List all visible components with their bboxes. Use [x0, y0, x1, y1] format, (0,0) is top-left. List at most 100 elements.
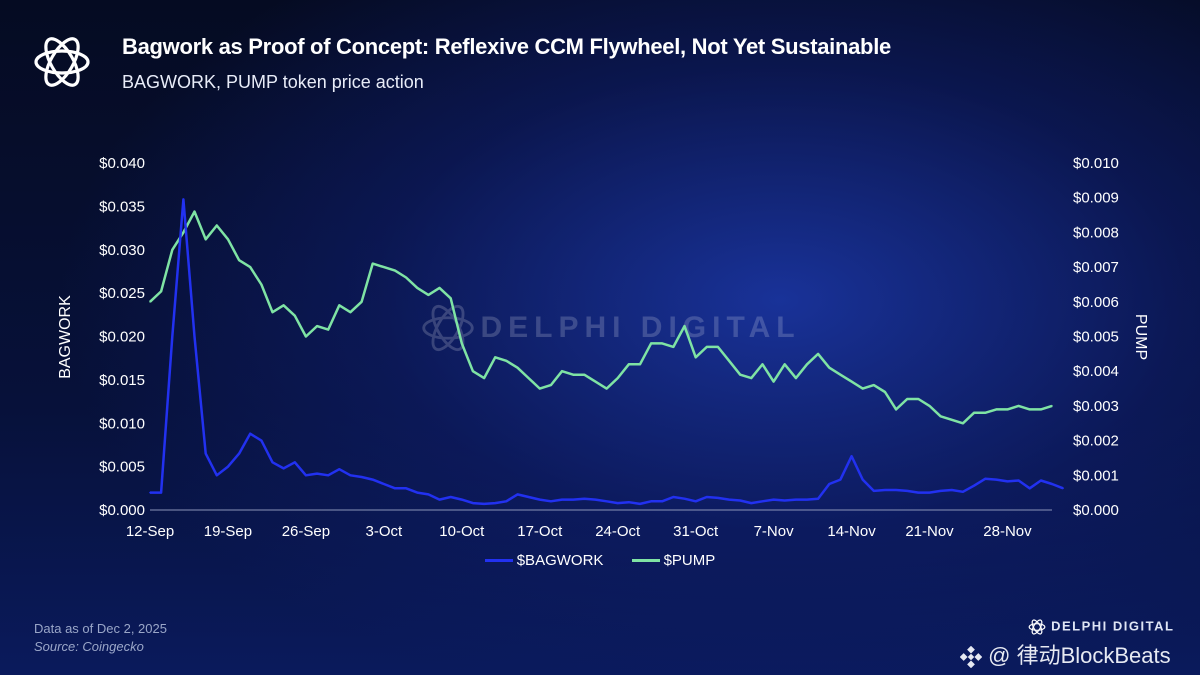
data-point-pump: [761, 363, 764, 366]
data-point-pump: [338, 304, 341, 307]
data-point-pump: [951, 419, 953, 421]
data-point-pump: [917, 398, 920, 400]
data-point-pump: [583, 373, 586, 376]
data-point-bagwork: [294, 461, 296, 464]
data-point-bagwork: [706, 496, 708, 498]
data-point-pump: [483, 377, 485, 379]
data-point-bagwork: [616, 502, 619, 504]
data-point-bagwork: [193, 335, 196, 338]
data-point-bagwork: [182, 198, 185, 201]
x-tick-label: 7-Nov: [754, 523, 795, 540]
data-point-bagwork: [561, 498, 563, 501]
data-point-bagwork: [271, 461, 274, 464]
data-point-pump: [227, 238, 229, 241]
data-point-pump: [282, 304, 285, 307]
data-point-bagwork: [817, 497, 819, 500]
data-point-pump: [316, 325, 318, 327]
data-point-bagwork: [850, 455, 853, 458]
legend-swatch-bagwork: [484, 559, 513, 563]
data-point-pump: [472, 370, 474, 373]
data-point-pump: [928, 405, 931, 407]
data-point-bagwork: [672, 496, 675, 498]
x-tick-label: 12-Sep: [126, 523, 174, 540]
data-point-pump: [973, 412, 975, 414]
y-right-axis: $0.000 $0.001 $0.002 $0.003 $0.004 $0.005 $0.0…: [1073, 155, 1119, 519]
legend-swatch-pump: [631, 559, 660, 563]
data-point-pump: [539, 387, 541, 390]
data-point-bagwork: [249, 432, 251, 435]
data-point-bagwork: [449, 496, 452, 498]
data-point-pump: [405, 276, 407, 279]
y-right-tick-label: $0.010: [1073, 155, 1119, 172]
data-point-bagwork: [327, 474, 330, 477]
data-point-pump: [327, 328, 330, 331]
data-point-pump: [371, 262, 374, 265]
x-tick-label: 3-Oct: [366, 523, 404, 540]
y-right-tick-label: $0.005: [1073, 329, 1119, 346]
data-point-pump: [962, 422, 964, 425]
data-point-bagwork: [516, 493, 519, 496]
y-left-tick-label: $0.025: [99, 285, 145, 302]
data-point-pump: [271, 311, 274, 314]
data-point-bagwork: [1017, 479, 1020, 482]
data-point-bagwork: [438, 498, 441, 501]
data-point-bagwork: [394, 487, 396, 490]
data-point-bagwork: [906, 490, 908, 492]
data-point-pump: [238, 259, 240, 262]
x-tick-label: 10-Oct: [439, 523, 485, 540]
data-point-bagwork: [728, 498, 730, 501]
data-point-bagwork: [227, 465, 229, 468]
data-point-bagwork: [895, 489, 897, 491]
binance-diamond-icon: [959, 645, 983, 669]
data-point-pump: [572, 373, 574, 376]
y-right-tick-label: $0.006: [1073, 294, 1119, 311]
data-point-bagwork: [171, 335, 174, 338]
data-point-pump: [505, 360, 508, 362]
data-point-pump: [839, 373, 842, 376]
data-point-pump: [1006, 408, 1009, 411]
data-point-pump: [360, 301, 363, 303]
data-point-pump: [1040, 408, 1042, 411]
brand-mark: DELPHI DIGITAL: [1028, 618, 1174, 636]
data-point-bagwork: [405, 487, 407, 490]
data-point-bagwork: [650, 500, 652, 503]
data-point-pump: [850, 380, 853, 383]
data-point-bagwork: [416, 491, 419, 494]
data-point-bagwork: [260, 439, 263, 442]
data-point-bagwork: [717, 497, 719, 499]
data-point-pump: [204, 238, 207, 241]
data-point-pump: [873, 384, 875, 386]
data-point-bagwork: [951, 489, 953, 491]
data-point-bagwork: [594, 498, 597, 501]
data-point-bagwork: [160, 491, 162, 494]
data-point-bagwork: [539, 498, 541, 501]
series-points: [149, 198, 1064, 505]
data-point-bagwork: [761, 500, 764, 503]
data-point-pump: [939, 415, 942, 418]
data-point-pump: [795, 377, 797, 379]
watermark-logo-icon: [422, 304, 474, 352]
data-point-pump: [1051, 405, 1053, 407]
data-point-pump: [1028, 408, 1031, 411]
data-point-bagwork: [204, 452, 207, 455]
data-point-pump: [783, 363, 786, 366]
y-right-tick-label: $0.004: [1073, 363, 1119, 380]
data-point-bagwork: [750, 502, 753, 504]
data-point-bagwork: [216, 474, 218, 477]
data-point-bagwork: [1040, 479, 1042, 482]
data-point-bagwork: [483, 503, 485, 505]
data-point-pump: [383, 266, 385, 268]
y-right-tick-label: $0.007: [1073, 259, 1119, 276]
chart-subtitle: BAGWORK, PUMP token price action: [122, 72, 424, 92]
data-point-pump: [160, 290, 162, 293]
data-point-pump: [1017, 405, 1020, 407]
data-point-bagwork: [639, 503, 641, 505]
data-point-bagwork: [984, 478, 986, 480]
data-point-pump: [706, 346, 708, 348]
x-tick-label: 26-Sep: [282, 523, 330, 540]
data-point-bagwork: [939, 490, 942, 492]
data-point-bagwork: [795, 498, 797, 501]
repost-text: @ 律动BlockBeats: [988, 643, 1171, 668]
delphi-logo-icon: [34, 37, 90, 87]
